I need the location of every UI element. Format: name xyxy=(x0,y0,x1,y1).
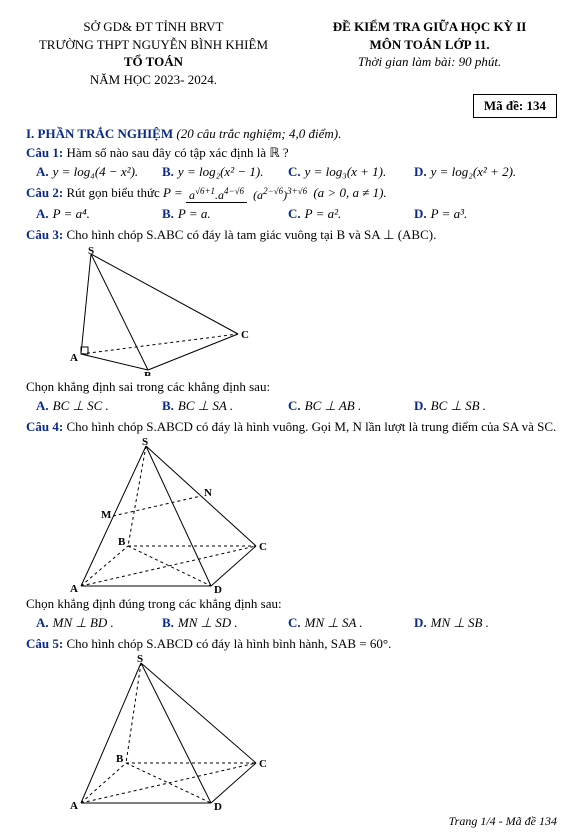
q4-label: Câu 4: xyxy=(26,419,63,434)
svg-text:A: A xyxy=(70,352,78,364)
svg-text:A: A xyxy=(70,583,78,593)
q2-opt-b: B.P = a. xyxy=(162,206,272,222)
hdr-group: TỔ TOÁN xyxy=(26,53,281,71)
q1-opt-c: C.y = log₃(x + 1). xyxy=(288,164,398,180)
exam-subject: MÔN TOÁN LỚP 11. xyxy=(302,36,557,54)
q1-opt-d: D.y = log₂(x² + 2). xyxy=(414,164,524,180)
q3-opt-c: C.BC ⊥ AB . xyxy=(288,398,398,414)
q4-prompt: Chọn khẳng định đúng trong các khẳng địn… xyxy=(26,596,557,612)
q3: Câu 3: Cho hình chóp S.ABC có đáy là tam… xyxy=(26,227,557,243)
svg-text:C: C xyxy=(259,758,267,770)
svg-text:C: C xyxy=(241,329,249,341)
q4-opt-a: A.MN ⊥ BD . xyxy=(36,615,146,631)
exam-duration: Thời gian làm bài: 90 phút. xyxy=(302,53,557,71)
svg-text:B: B xyxy=(118,536,126,548)
q2: Câu 2: Rút gọn biểu thức P = a√6+1.a4−√6… xyxy=(26,185,557,203)
q3-label: Câu 3: xyxy=(26,227,63,242)
svg-text:S: S xyxy=(142,438,148,448)
q5-label: Câu 5: xyxy=(26,636,63,651)
hdr-year: NĂM HỌC 2023- 2024. xyxy=(26,71,281,89)
q4-figure: S A B C D M N xyxy=(56,438,557,593)
svg-text:C: C xyxy=(259,541,267,553)
q5-text: Cho hình chóp S.ABCD có đáy là hình bình… xyxy=(66,636,391,651)
exam-code: Mã đề: 134 xyxy=(473,94,557,118)
q4-opt-c: C.MN ⊥ SA . xyxy=(288,615,398,631)
q2-options: A.P = a⁴. B.P = a. C.P = a². D.P = a³. xyxy=(36,206,557,222)
svg-text:D: D xyxy=(214,801,222,810)
q3-opt-a: A.BC ⊥ SC . xyxy=(36,398,146,414)
q3-prompt: Chọn khẳng định sai trong các khẳng định… xyxy=(26,379,557,395)
svg-text:M: M xyxy=(101,509,112,521)
svg-text:A: A xyxy=(70,800,78,810)
q4-svg: S A B C D M N xyxy=(56,438,271,593)
q2-formula: P = a√6+1.a4−√6 (a2−√6)3+√6 xyxy=(163,185,313,200)
q2-opt-c: C.P = a². xyxy=(288,206,398,222)
q2-text-post: (a > 0, a ≠ 1). xyxy=(313,185,386,200)
header-right: ĐỀ KIỂM TRA GIỮA HỌC KỲ II MÔN TOÁN LỚP … xyxy=(302,18,557,88)
q3-opt-b: B.BC ⊥ SA . xyxy=(162,398,272,414)
q2-opt-d: D.P = a³. xyxy=(414,206,524,222)
svg-text:S: S xyxy=(88,246,94,257)
q4: Câu 4: Cho hình chóp S.ABCD có đáy là hì… xyxy=(26,419,557,435)
q1-opt-b: B.y = log₂(x² − 1). xyxy=(162,164,272,180)
q2-text-pre: Rút gọn biểu thức xyxy=(66,185,163,200)
q1-options: A.y = log₄(4 − x²). B.y = log₂(x² − 1). … xyxy=(36,164,557,180)
q5-svg: S A B C D xyxy=(56,655,271,810)
q3-svg: S A B C xyxy=(56,246,251,376)
q1-text: Hàm số nào sau đây có tập xác định là ℝ … xyxy=(66,145,288,160)
q2-opt-a: A.P = a⁴. xyxy=(36,206,146,222)
q1-opt-a: A.y = log₄(4 − x²). xyxy=(36,164,146,180)
q3-options: A.BC ⊥ SC . B.BC ⊥ SA . C.BC ⊥ AB . D.BC… xyxy=(36,398,557,414)
hdr-dept: SỞ GD& ĐT TỈNH BRVT xyxy=(26,18,281,36)
svg-text:D: D xyxy=(214,584,222,593)
header-left: SỞ GD& ĐT TỈNH BRVT TRƯỜNG THPT NGUYỄN B… xyxy=(26,18,281,88)
q4-text: Cho hình chóp S.ABCD có đáy là hình vuôn… xyxy=(66,419,556,434)
svg-text:S: S xyxy=(137,655,143,665)
q3-text: Cho hình chóp S.ABC có đáy là tam giác v… xyxy=(66,227,436,242)
svg-text:B: B xyxy=(144,370,152,376)
section-1-title: I. PHẦN TRẮC NGHIỆM xyxy=(26,126,173,141)
q5: Câu 5: Cho hình chóp S.ABCD có đáy là hì… xyxy=(26,636,557,652)
q4-options: A.MN ⊥ BD . B.MN ⊥ SD . C.MN ⊥ SA . D.MN… xyxy=(36,615,557,631)
q5-figure: S A B C D xyxy=(56,655,557,810)
q1-label: Câu 1: xyxy=(26,145,63,160)
exam-title: ĐỀ KIỂM TRA GIỮA HỌC KỲ II xyxy=(302,18,557,36)
q1: Câu 1: Hàm số nào sau đây có tập xác địn… xyxy=(26,145,557,161)
q4-opt-d: D.MN ⊥ SB . xyxy=(414,615,524,631)
page-footer: Trang 1/4 - Mã đề 134 xyxy=(449,814,557,829)
svg-text:B: B xyxy=(116,753,124,765)
q3-opt-d: D.BC ⊥ SB . xyxy=(414,398,524,414)
section-1-info: (20 câu trắc nghiệm; 4,0 điểm). xyxy=(176,126,341,141)
section-1-header: I. PHẦN TRẮC NGHIỆM (20 câu trắc nghiệm;… xyxy=(26,126,557,142)
hdr-school: TRƯỜNG THPT NGUYỄN BÌNH KHIÊM xyxy=(26,36,281,54)
document-header: SỞ GD& ĐT TỈNH BRVT TRƯỜNG THPT NGUYỄN B… xyxy=(26,18,557,88)
q4-opt-b: B.MN ⊥ SD . xyxy=(162,615,272,631)
q2-label: Câu 2: xyxy=(26,185,63,200)
svg-text:N: N xyxy=(204,487,212,499)
q3-figure: S A B C xyxy=(56,246,557,376)
exam-code-wrap: Mã đề: 134 xyxy=(26,94,557,118)
